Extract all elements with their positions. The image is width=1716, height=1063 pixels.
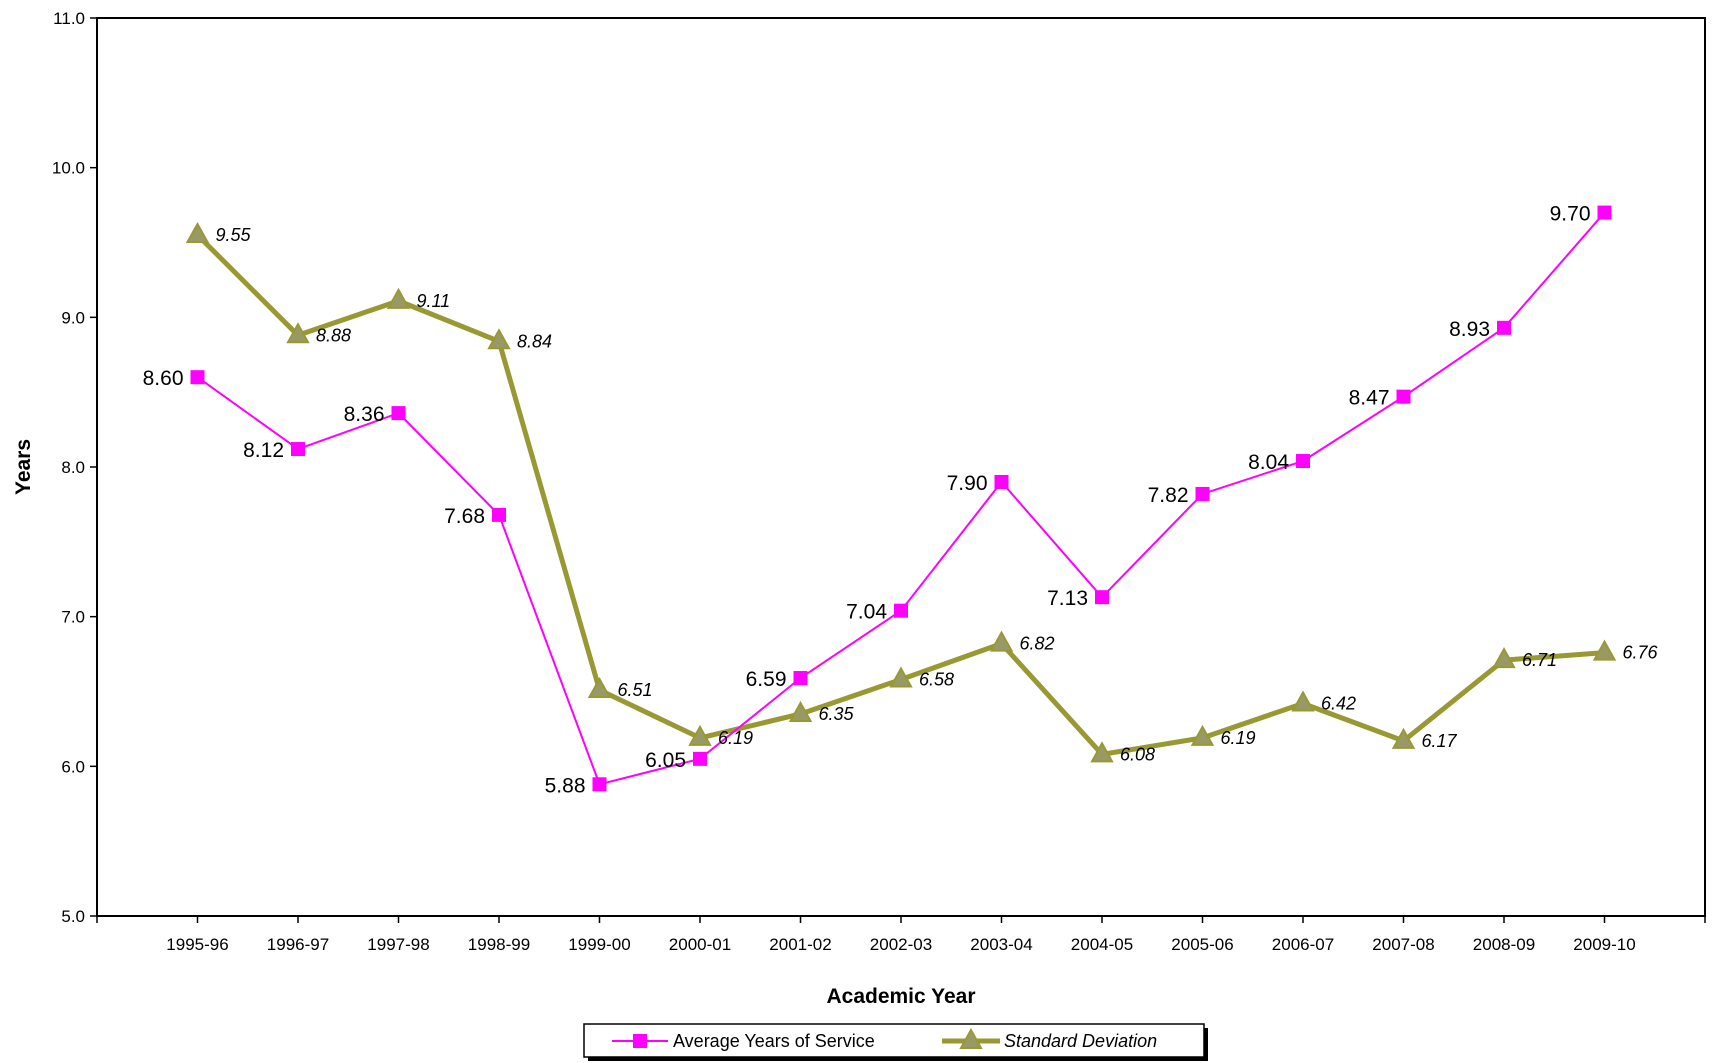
avg-data-label: 8.47 — [1349, 387, 1390, 410]
avg-point-marker — [1095, 590, 1109, 605]
avg-point-marker — [190, 370, 205, 385]
y-tick-label: 11.0 — [53, 9, 85, 28]
sd-point-marker — [185, 221, 210, 244]
y-tick-label: 8.0 — [61, 458, 85, 477]
x-tick-label: 1999-00 — [568, 935, 630, 954]
sd-point-marker — [1592, 639, 1617, 661]
avg-data-label: 7.82 — [1148, 484, 1189, 507]
sd-data-label: 6.19 — [1221, 728, 1256, 748]
sd-point-marker — [1090, 741, 1114, 763]
sd-data-label: 6.76 — [1623, 643, 1659, 663]
sd-point-marker — [1190, 724, 1215, 746]
legend-label-sd: Standard Deviation — [1004, 1031, 1157, 1051]
y-axis: 5.0 6.0 7.0 8.0 9.0 10.0 11.0 — [52, 9, 97, 926]
sd-point-marker — [587, 676, 612, 699]
avg-point-marker — [793, 671, 808, 686]
sd-data-label: 6.51 — [618, 680, 653, 700]
sd-data-label: 6.08 — [1120, 744, 1155, 764]
sd-data-label: 6.82 — [1020, 634, 1055, 654]
avg-point-marker — [693, 751, 707, 766]
avg-point-marker — [994, 474, 1009, 489]
sd-point-marker — [286, 322, 310, 344]
series-layer — [185, 205, 1617, 792]
sd-data-label: 9.55 — [216, 225, 252, 245]
y-tick-label: 7.0 — [61, 608, 85, 627]
avg-point-marker — [1497, 320, 1511, 335]
legend-triangle-icon — [959, 1027, 983, 1049]
avg-point-marker — [1597, 205, 1612, 220]
avg-point-marker — [1195, 486, 1210, 501]
x-tick-label: 1995-96 — [166, 935, 228, 954]
sd-point-marker — [989, 630, 1014, 652]
x-tick-label: 2001-02 — [769, 935, 831, 954]
x-tick-label: 1996-97 — [267, 935, 329, 954]
avg-point-marker — [894, 603, 908, 618]
sd-point-marker — [1492, 647, 1516, 669]
plot-area — [96, 17, 1706, 917]
sd-data-label: 8.84 — [517, 331, 552, 351]
x-tick-label: 2000-01 — [669, 935, 731, 954]
legend: Average Years of Service Standard Deviati… — [583, 1023, 1208, 1061]
avg-data-label: 8.12 — [243, 439, 284, 462]
y-axis-title: Years — [12, 439, 35, 495]
avg-data-label: 8.04 — [1248, 451, 1289, 474]
avg-point-marker — [391, 406, 406, 421]
avg-point-marker — [1396, 389, 1411, 404]
x-tick-label: 2005-06 — [1171, 935, 1233, 954]
sd-data-label: 6.58 — [919, 670, 954, 690]
y-tick-label: 6.0 — [61, 757, 85, 776]
avg-point-marker — [492, 507, 506, 522]
legend-label-average: Average Years of Service — [673, 1031, 875, 1051]
avg-point-marker — [291, 442, 305, 457]
avg-data-label: 7.90 — [947, 472, 988, 495]
avg-point-marker — [592, 777, 607, 792]
x-tick-label: 2008-09 — [1473, 935, 1535, 954]
legend-square-icon — [633, 1034, 647, 1048]
avg-data-label: 8.36 — [344, 403, 385, 426]
avg-data-label: 6.05 — [645, 749, 686, 772]
x-axis-title: Academic Year — [826, 985, 975, 1008]
x-tick-label: 2004-05 — [1071, 935, 1133, 954]
sd-point-marker — [487, 328, 511, 350]
x-tick-label: 2003-04 — [970, 935, 1032, 954]
avg-data-label: 8.93 — [1449, 318, 1490, 341]
x-tick-label: 1998-99 — [468, 935, 530, 954]
x-tick-label: 2002-03 — [870, 935, 932, 954]
sd-point-marker — [688, 724, 712, 746]
x-tick-label: 2009-10 — [1573, 935, 1635, 954]
x-tick-label: 1997-98 — [367, 935, 429, 954]
sd-point-marker — [1291, 690, 1315, 712]
avg-point-marker — [1296, 454, 1310, 469]
sd-data-label: 6.17 — [1422, 731, 1458, 751]
sd-point-marker — [386, 287, 411, 309]
legend-box — [583, 1023, 1205, 1058]
x-axis: 1995-96 1996-97 1997-98 1998-99 1999-00 2000-… — [96, 916, 1706, 954]
sd-point-marker — [1391, 727, 1416, 749]
sd-data-label: 6.42 — [1321, 693, 1356, 713]
avg-data-label: 7.13 — [1047, 587, 1088, 610]
avg-data-label: 8.60 — [143, 367, 184, 390]
avg-data-label: 5.88 — [545, 774, 586, 797]
avg-data-label: 6.59 — [746, 668, 787, 691]
data-labels: 8.60 8.12 8.36 7.68 5.88 6.05 6.59 7.04 7.90 7.13… — [143, 203, 1659, 798]
plot-frame — [96, 17, 1706, 917]
sd-point-marker — [788, 700, 813, 722]
x-tick-label: 2006-07 — [1272, 935, 1334, 954]
sd-point-marker — [889, 666, 913, 688]
y-tick-label: 9.0 — [61, 308, 85, 327]
sd-data-label: 6.35 — [819, 704, 855, 724]
x-tick-label: 2007-08 — [1372, 935, 1434, 954]
sd-data-label: 6.19 — [718, 728, 753, 748]
avg-data-label: 7.68 — [444, 505, 485, 528]
sd-data-label: 9.11 — [417, 291, 451, 311]
sd-data-label: 8.88 — [316, 325, 351, 345]
avg-data-label: 9.70 — [1550, 203, 1591, 226]
y-tick-label: 10.0 — [52, 159, 85, 178]
avg-data-label: 7.04 — [846, 601, 887, 624]
sd-data-label: 6.71 — [1522, 650, 1557, 670]
y-tick-label: 5.0 — [61, 907, 85, 926]
